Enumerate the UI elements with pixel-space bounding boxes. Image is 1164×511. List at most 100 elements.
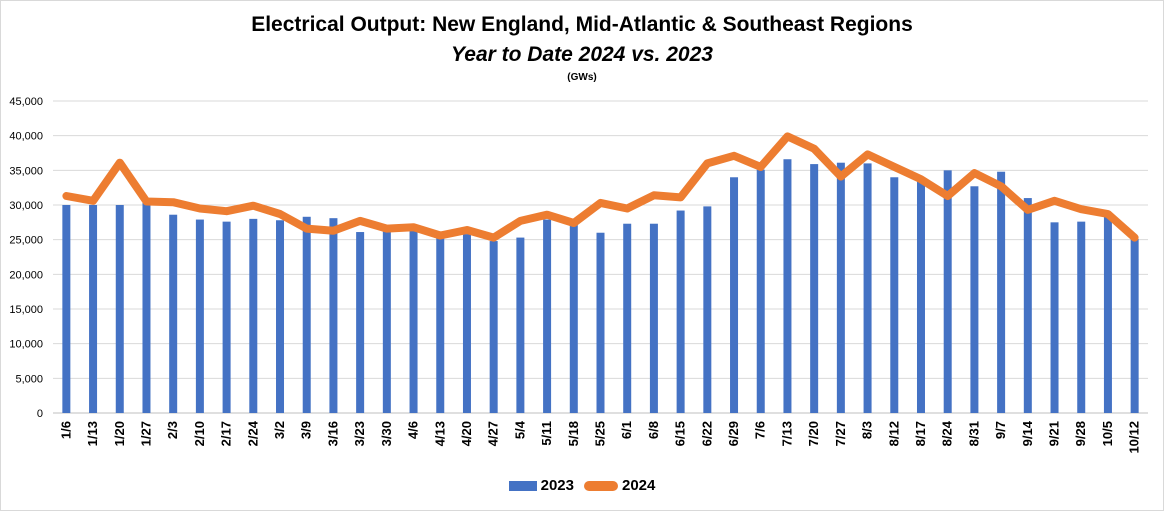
x-tick-label: 6/29 — [726, 421, 741, 446]
bar-2023 — [810, 164, 819, 413]
bar-2023 — [222, 221, 231, 413]
point-2024 — [840, 176, 842, 178]
point-2024 — [119, 162, 121, 164]
bar-2023 — [569, 223, 578, 413]
point-2024 — [65, 195, 67, 197]
point-2024 — [973, 172, 975, 174]
point-2024 — [145, 201, 147, 203]
x-tick-label: 3/16 — [325, 421, 340, 446]
x-tick-label: 7/27 — [833, 421, 848, 446]
point-2024 — [199, 207, 201, 209]
point-2024 — [760, 166, 762, 168]
y-tick-label: 5,000 — [15, 373, 43, 385]
x-tick-label: 2/17 — [219, 421, 234, 446]
x-tick-label: 3/2 — [272, 421, 287, 439]
x-tick-label: 8/24 — [940, 420, 955, 446]
bar-2023 — [783, 159, 792, 413]
legend-swatch-line — [584, 480, 618, 491]
bar-2023 — [276, 220, 285, 413]
x-tick-label: 4/6 — [406, 421, 421, 439]
point-2024 — [1080, 208, 1082, 210]
bar-2023 — [302, 216, 311, 413]
point-2024 — [306, 228, 308, 230]
bar-2023 — [62, 205, 71, 413]
point-2024 — [1107, 213, 1109, 215]
bar-2023 — [115, 205, 124, 413]
legend-swatch-bar — [508, 480, 537, 491]
y-tick-label: 10,000 — [9, 339, 43, 351]
x-tick-label: 10/5 — [1100, 421, 1115, 446]
legend-item-2024: 2024 — [584, 477, 655, 494]
bar-2023 — [703, 206, 712, 413]
x-tick-label: 5/18 — [566, 421, 581, 446]
bar-2023 — [543, 219, 552, 413]
point-2024 — [466, 229, 468, 231]
x-tick-label: 2/24 — [245, 420, 260, 446]
x-tick-label: 5/11 — [539, 421, 554, 446]
point-2024 — [359, 220, 361, 222]
point-2024 — [1054, 200, 1056, 202]
x-tick-label: 9/14 — [1020, 420, 1035, 446]
bar-2023 — [516, 237, 525, 413]
y-tick-label: 30,000 — [9, 200, 43, 212]
bar-2023 — [676, 210, 685, 413]
y-tick-label: 25,000 — [9, 235, 43, 247]
point-2024 — [706, 162, 708, 164]
x-tick-label: 8/12 — [886, 421, 901, 446]
bar-2023 — [649, 223, 658, 413]
bar-2023 — [1103, 216, 1112, 413]
bar-2023 — [863, 163, 872, 413]
bar-2023 — [356, 232, 365, 413]
x-tick-label: 9/28 — [1073, 421, 1088, 446]
point-2024 — [493, 237, 495, 239]
bar-2023 — [89, 205, 98, 413]
point-2024 — [893, 166, 895, 168]
bar-2023 — [329, 218, 338, 413]
point-2024 — [172, 201, 174, 203]
x-tick-label: 7/6 — [753, 421, 768, 439]
bar-2023 — [596, 232, 605, 413]
bar-2023 — [890, 177, 899, 413]
x-tick-label: 8/3 — [860, 421, 875, 439]
point-2024 — [386, 228, 388, 230]
point-2024 — [1000, 185, 1002, 187]
point-2024 — [573, 222, 575, 224]
chart-units: (GWs) — [567, 72, 597, 83]
bar-2023 — [436, 237, 445, 413]
bar-2023 — [249, 218, 258, 413]
x-tick-label: 1/20 — [112, 421, 127, 446]
x-tick-label: 3/30 — [379, 421, 394, 446]
point-2024 — [92, 200, 94, 202]
bar-2023 — [730, 177, 739, 413]
bar-2023 — [462, 234, 471, 413]
bar-2023 — [195, 219, 204, 413]
bar-2023 — [916, 180, 925, 413]
point-2024 — [867, 153, 869, 155]
point-2024 — [332, 230, 334, 232]
bar-2023 — [836, 162, 845, 413]
x-tick-label: 8/17 — [913, 421, 928, 446]
bar-2023 — [489, 241, 498, 413]
point-2024 — [252, 205, 254, 207]
x-tick-label: 10/12 — [1127, 421, 1142, 454]
x-tick-label: 1/13 — [85, 421, 100, 446]
chart-title: Electrical Output: New England, Mid-Atla… — [251, 13, 913, 36]
y-tick-label: 0 — [37, 408, 43, 420]
bar-2023 — [997, 171, 1006, 413]
x-tick-label: 1/27 — [138, 421, 153, 446]
x-tick-label: 6/8 — [646, 421, 661, 439]
y-tick-label: 15,000 — [9, 304, 43, 316]
bar-2023 — [756, 169, 765, 413]
bar-2023 — [943, 170, 952, 413]
point-2024 — [733, 155, 735, 157]
point-2024 — [1027, 209, 1029, 211]
x-tick-label: 9/21 — [1047, 421, 1062, 446]
point-2024 — [813, 148, 815, 150]
x-tick-label: 9/7 — [993, 421, 1008, 439]
x-tick-label: 1/6 — [58, 421, 73, 439]
point-2024 — [413, 226, 415, 228]
point-2024 — [600, 202, 601, 204]
y-tick-label: 45,000 — [9, 96, 43, 108]
